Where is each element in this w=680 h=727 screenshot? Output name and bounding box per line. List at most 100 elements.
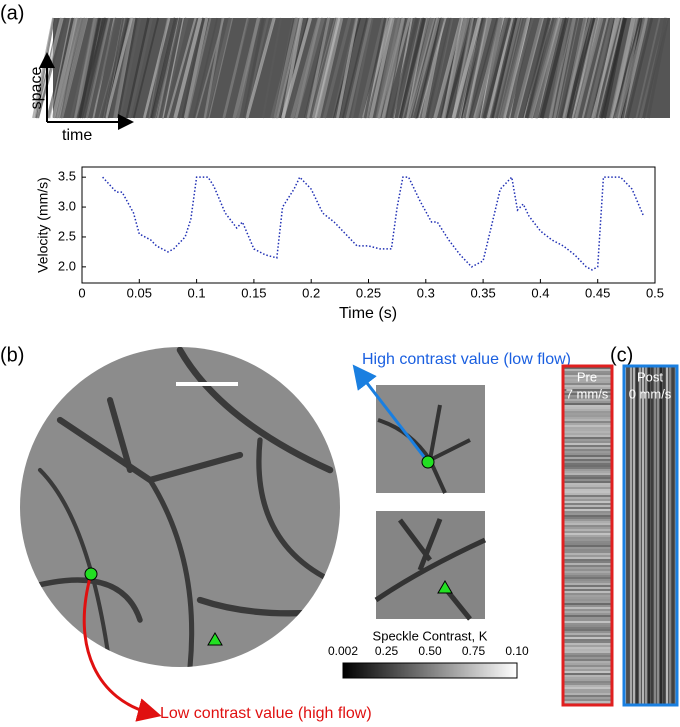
annotation: Low contrast value (high flow)	[160, 705, 372, 722]
texture	[389, 17, 419, 119]
texture	[451, 17, 471, 119]
texture	[369, 17, 395, 119]
vessel	[147, 477, 195, 667]
vessel	[106, 396, 134, 474]
texture	[358, 17, 386, 119]
x-tick-label: 0.4	[531, 285, 549, 300]
texture	[151, 17, 177, 119]
texture	[544, 17, 572, 119]
x-tick-label: 0.2	[302, 285, 320, 300]
texture	[208, 17, 234, 119]
kymograph	[32, 17, 670, 119]
texture	[400, 17, 430, 119]
texture	[490, 17, 518, 119]
velocity-line	[102, 175, 645, 271]
texture	[261, 17, 283, 119]
texture	[553, 17, 577, 119]
y-tick-label: 2.0	[58, 258, 76, 273]
texture	[166, 17, 197, 119]
texture	[350, 17, 374, 119]
x-tick-label: 0.3	[417, 285, 435, 300]
texture	[626, 17, 654, 119]
texture	[406, 17, 436, 119]
texture	[113, 17, 134, 119]
x-axis-label: Time (s)	[339, 305, 397, 322]
marker-triangle	[437, 580, 453, 594]
texture	[409, 17, 438, 119]
texture	[322, 17, 352, 119]
texture	[276, 17, 302, 119]
texture	[290, 17, 322, 119]
texture	[397, 17, 422, 119]
texture	[245, 17, 276, 119]
texture	[433, 17, 464, 119]
texture	[441, 17, 470, 119]
panel-label: (c)	[610, 344, 633, 366]
texture	[513, 17, 543, 119]
y-tick-label: 3.0	[58, 198, 76, 213]
texture	[612, 17, 641, 119]
texture	[204, 17, 233, 119]
x-tick-label: 0.1	[188, 285, 206, 300]
texture	[148, 17, 168, 119]
texture	[306, 17, 331, 119]
colorbar-tick-label: 0.002	[328, 644, 358, 658]
texture	[516, 17, 544, 119]
texture	[539, 17, 569, 119]
texture	[74, 17, 98, 119]
x-tick-label: 0.45	[585, 285, 610, 300]
x-tick-label: 0	[78, 285, 85, 300]
texture	[642, 17, 668, 119]
vessel	[176, 347, 334, 474]
marker-triangle	[207, 632, 223, 646]
texture	[76, 17, 107, 119]
brain-image	[20, 347, 340, 667]
texture	[232, 17, 261, 119]
x-tick-label: 0.05	[127, 285, 152, 300]
texture	[331, 17, 357, 119]
texture	[61, 17, 89, 119]
colorbar-title: Speckle Contrast, K	[373, 628, 488, 643]
colorbar-tick-label: 0.75	[462, 644, 486, 658]
texture	[125, 17, 150, 119]
texture	[465, 17, 488, 119]
texture	[375, 17, 399, 119]
arrow	[352, 364, 430, 463]
texture	[226, 17, 250, 119]
plot-frame	[81, 166, 656, 284]
texture	[486, 17, 514, 119]
texture	[533, 17, 563, 119]
colorbar-tick-label: 0.50	[418, 644, 442, 658]
texture	[49, 17, 72, 119]
arrow	[82, 573, 162, 722]
texture	[195, 17, 225, 119]
texture	[342, 17, 368, 119]
texture	[281, 17, 313, 119]
label: 7 mm/s	[566, 386, 609, 401]
y-tick-label: 2.5	[58, 228, 76, 243]
texture	[314, 17, 341, 119]
texture	[497, 17, 523, 119]
marker-circle	[421, 455, 435, 469]
texture	[474, 17, 503, 119]
texture	[183, 17, 209, 119]
texture	[451, 17, 482, 119]
texture	[570, 17, 595, 119]
texture	[635, 17, 661, 119]
y-axis-label: Velocity (mm/s)	[35, 177, 51, 273]
colorbar	[342, 662, 518, 679]
texture	[132, 17, 160, 119]
texture	[118, 17, 142, 119]
texture	[273, 17, 299, 119]
texture	[609, 17, 633, 119]
panel-label: (b)	[0, 344, 24, 366]
texture	[86, 17, 109, 119]
texture	[127, 17, 153, 119]
texture	[428, 17, 452, 119]
texture	[617, 17, 647, 119]
texture	[499, 17, 530, 119]
texture	[153, 17, 182, 119]
texture	[192, 17, 219, 119]
texture	[581, 17, 609, 119]
texture	[493, 17, 521, 119]
